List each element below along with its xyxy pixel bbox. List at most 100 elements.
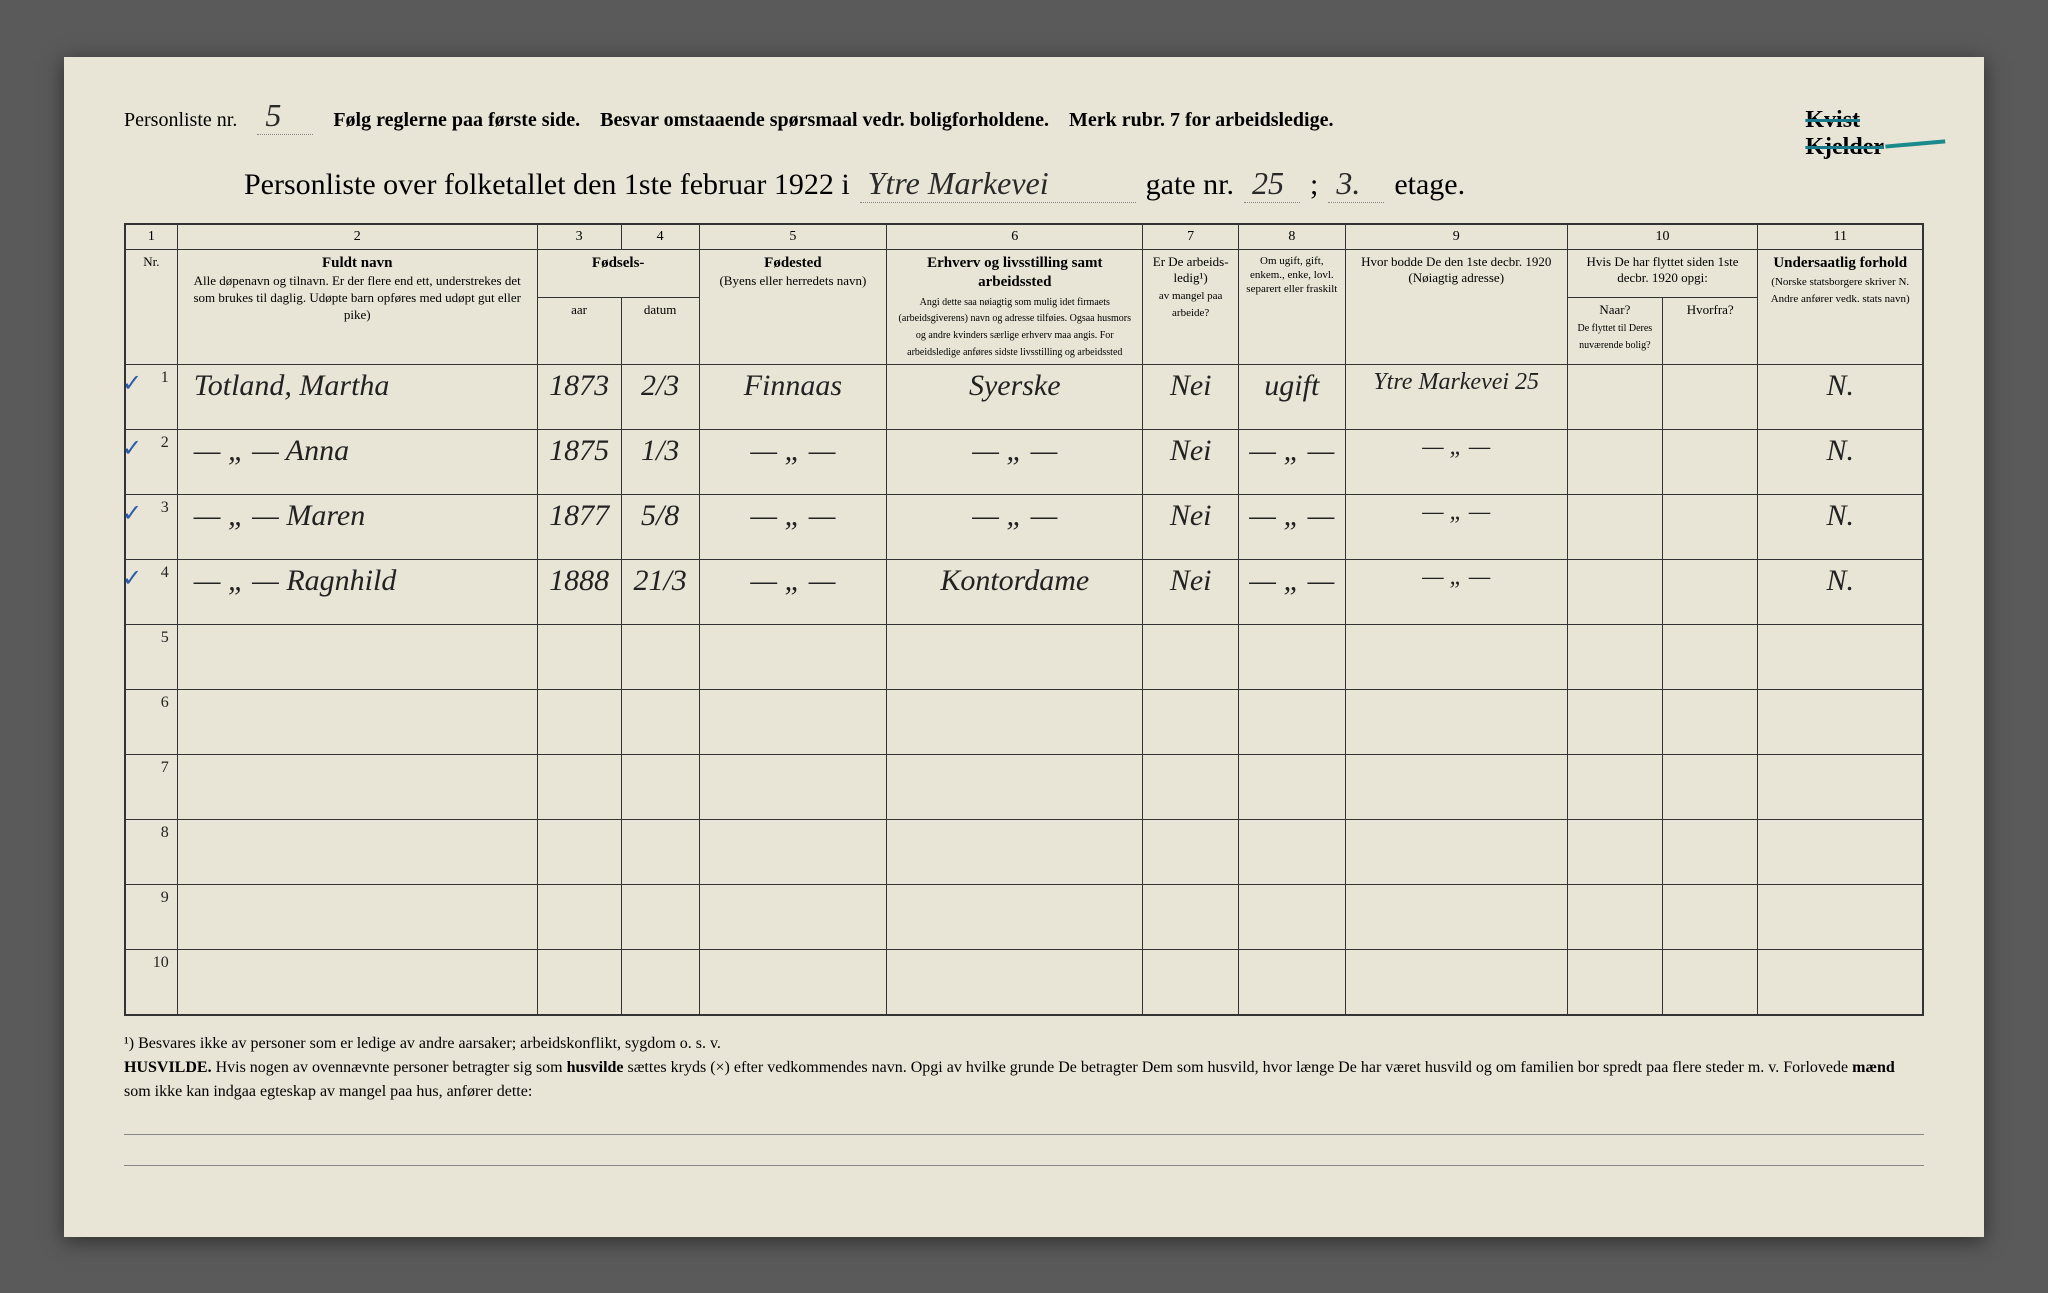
gate-number: 25 [1244, 165, 1300, 203]
cell-ugift [1238, 885, 1345, 950]
fodested-sub: (Byens eller herredets navn) [719, 273, 866, 288]
cell-navn: — „ — Anna [177, 430, 537, 495]
cell-navn: — „ — Maren [177, 495, 537, 560]
col-ugift: Om ugift, gift, enkem., enke, lovl. sepa… [1238, 249, 1345, 365]
cell-naar [1567, 495, 1662, 560]
cell-navn [177, 950, 537, 1016]
floor-type-labels: Kvist Kjelder [1805, 107, 1884, 161]
cell-fodested: — „ — [699, 495, 886, 560]
col-navn: Fuldt navn Alle døpenavn og tilnavn. Er … [177, 249, 537, 365]
form-title-line: Personliste over folketallet den 1ste fe… [244, 165, 1924, 203]
colnum-5: 5 [699, 224, 886, 250]
row-number: 10 [125, 950, 177, 1016]
cell-aar: 1875 [537, 430, 621, 495]
teal-pencil-mark [1883, 109, 1946, 148]
cell-navn: — „ — Ragnhild [177, 560, 537, 625]
cell-datum: 21/3 [621, 560, 699, 625]
cell-fodested [699, 950, 886, 1016]
col-hvorfra: Hvorfra? [1663, 297, 1758, 364]
footnote-2d: sættes kryds (×) efter vedkommendes navn… [624, 1059, 1853, 1076]
cell-under [1758, 690, 1923, 755]
cell-datum [621, 625, 699, 690]
cell-ugift [1238, 690, 1345, 755]
col-navn-sub: Alle døpenavn og tilnavn. Er der flere e… [193, 273, 520, 322]
footnote-2b: Hvis nogen av ovennævnte personer betrag… [212, 1059, 567, 1076]
cell-naar [1567, 430, 1662, 495]
husvilde-label: HUSVILDE. [124, 1059, 212, 1076]
bodde-sub: (Nøiagtig adresse) [1408, 270, 1504, 285]
colnum-6: 6 [887, 224, 1143, 250]
blue-tick-mark: ✓ [122, 369, 142, 398]
ledig-title: Er De arbeids-ledig¹) [1153, 254, 1229, 286]
aar-label: aar [571, 302, 587, 317]
colnum-2: 2 [177, 224, 537, 250]
cell-bodde [1345, 755, 1567, 820]
cell-aar [537, 690, 621, 755]
cell-datum: 1/3 [621, 430, 699, 495]
cell-aar: 1873 [537, 365, 621, 430]
cell-erhverv [887, 885, 1143, 950]
cell-bodde [1345, 950, 1567, 1016]
row-number: ✓2 [125, 430, 177, 495]
cell-erhverv: Kontordame [887, 560, 1143, 625]
ledig-sub: av mangel paa arbeide? [1159, 290, 1223, 319]
footnote-2f: som ikke kan indgaa egteskap av mangel p… [124, 1083, 532, 1100]
cell-aar [537, 625, 621, 690]
instruction-2: Besvar omstaaende spørsmaal vedr. boligf… [600, 109, 1049, 132]
cell-naar [1567, 885, 1662, 950]
gate-label: gate nr. [1146, 168, 1234, 202]
fodested-title: Fødested [764, 255, 822, 271]
cell-navn [177, 690, 537, 755]
personliste-label: Personliste nr. [124, 109, 237, 132]
under-sub: (Norske statsborgere skriver N. Andre an… [1771, 276, 1910, 305]
etage-number: 3. [1328, 165, 1384, 203]
cell-under: N. [1758, 365, 1923, 430]
cell-ugift: — „ — [1238, 560, 1345, 625]
cell-navn [177, 820, 537, 885]
cell-bodde: — „ — [1345, 560, 1567, 625]
cell-aar: 1888 [537, 560, 621, 625]
row-number: 6 [125, 690, 177, 755]
cell-fodested [699, 690, 886, 755]
cell-erhverv: — „ — [887, 430, 1143, 495]
col-nr: Nr. [125, 249, 177, 365]
cell-fodested [699, 625, 886, 690]
cell-hvorfra [1663, 690, 1758, 755]
husvilde-word: husvilde [567, 1059, 624, 1076]
under-title: Undersaatlig forhold [1773, 255, 1907, 271]
cell-naar [1567, 365, 1662, 430]
cell-erhverv [887, 690, 1143, 755]
cell-fodested: Finnaas [699, 365, 886, 430]
row-number: ✓3 [125, 495, 177, 560]
col-flyttet: Hvis De har flyttet siden 1ste decbr. 19… [1567, 249, 1758, 297]
cell-navn [177, 755, 537, 820]
colnum-11: 11 [1758, 224, 1923, 250]
cell-hvorfra [1663, 495, 1758, 560]
table-row: ✓1Totland, Martha18732/3FinnaasSyerskeNe… [125, 365, 1923, 430]
cell-fodested: — „ — [699, 560, 886, 625]
cell-ugift [1238, 755, 1345, 820]
colnum-8: 8 [1238, 224, 1345, 250]
cell-under: N. [1758, 560, 1923, 625]
cell-under [1758, 755, 1923, 820]
cell-navn [177, 625, 537, 690]
cell-under [1758, 820, 1923, 885]
cell-bodde: — „ — [1345, 430, 1567, 495]
street-name: Ytre Markevei [860, 165, 1136, 203]
colnum-9: 9 [1345, 224, 1567, 250]
col-under: Undersaatlig forhold (Norske statsborger… [1758, 249, 1923, 365]
cell-ledig: Nei [1143, 495, 1238, 560]
cell-naar [1567, 820, 1662, 885]
header-instructions: Personliste nr. 5 Følg reglerne paa førs… [124, 97, 1924, 135]
col-fodsels: Fødsels- [537, 249, 699, 297]
cell-under: N. [1758, 430, 1923, 495]
colnum-3: 3 [537, 224, 621, 250]
cell-datum: 2/3 [621, 365, 699, 430]
cell-ledig [1143, 755, 1238, 820]
cell-hvorfra [1663, 885, 1758, 950]
cell-ugift [1238, 820, 1345, 885]
cell-hvorfra [1663, 365, 1758, 430]
table-row: 7 [125, 755, 1923, 820]
table-row: 9 [125, 885, 1923, 950]
cell-fodested [699, 885, 886, 950]
